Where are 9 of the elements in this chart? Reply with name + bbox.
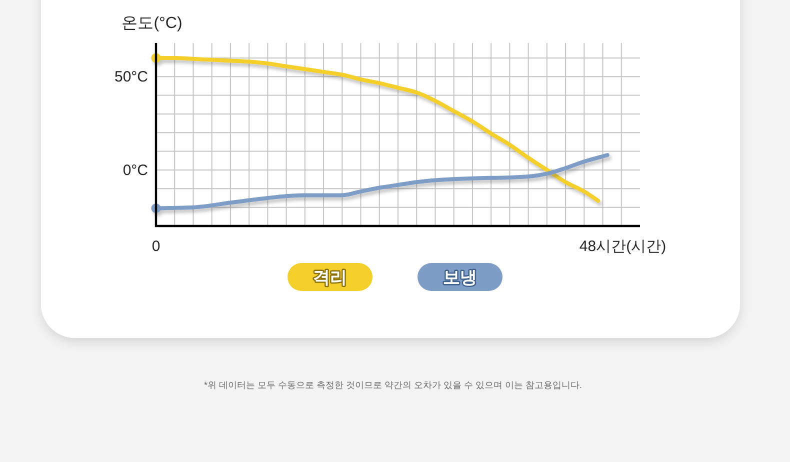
x-axis-title: (시간) — [626, 238, 666, 255]
y-tick-label: 0°C — [122, 162, 148, 179]
text: *위 데이터는 모두 수동으로 측정한 것이므로 약간의 오차가 있을 수 있으며 이는 참고용입니다. — [204, 380, 582, 390]
x-tick-label: 48시간 — [579, 238, 626, 255]
x-tick-label: 0 — [152, 238, 160, 255]
y-tick-label: 50°C — [114, 68, 148, 86]
legend-item: 보냉 — [418, 263, 502, 291]
legend-item: 격리 — [288, 263, 372, 291]
y-axis-title: 온도(°C) — [122, 15, 182, 32]
